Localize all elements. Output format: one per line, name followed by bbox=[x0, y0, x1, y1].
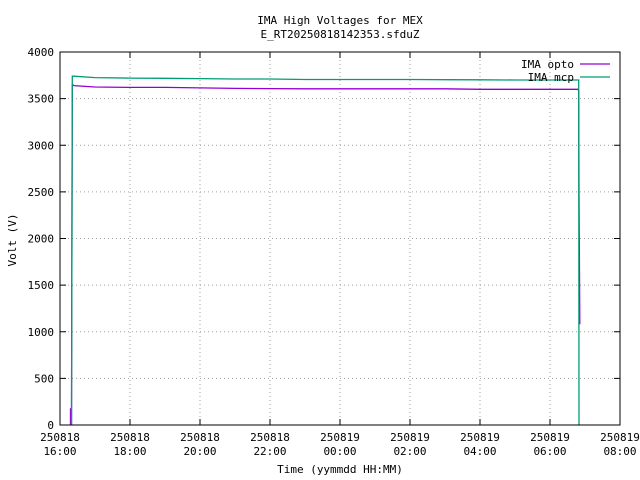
x-tick-date-label: 250818 bbox=[250, 431, 290, 444]
x-tick-time-label: 22:00 bbox=[253, 445, 286, 458]
x-tick-time-label: 08:00 bbox=[603, 445, 636, 458]
x-tick-date-label: 250818 bbox=[110, 431, 150, 444]
y-tick-label: 500 bbox=[34, 372, 54, 385]
y-tick-label: 3000 bbox=[28, 139, 55, 152]
series-line-ima-mcp bbox=[70, 75, 580, 426]
x-tick-date-label: 250819 bbox=[390, 431, 430, 444]
x-tick-date-label: 250818 bbox=[40, 431, 80, 444]
x-tick-time-label: 18:00 bbox=[113, 445, 146, 458]
x-tick-time-label: 20:00 bbox=[183, 445, 216, 458]
x-tick-time-label: 06:00 bbox=[533, 445, 566, 458]
y-tick-label: 3500 bbox=[28, 93, 55, 106]
x-tick-date-label: 250819 bbox=[530, 431, 570, 444]
x-tick-date-label: 250818 bbox=[180, 431, 220, 444]
y-tick-label: 2500 bbox=[28, 186, 55, 199]
legend-label: IMA opto bbox=[521, 58, 574, 71]
x-tick-date-label: 250819 bbox=[460, 431, 500, 444]
x-tick-date-label: 250819 bbox=[600, 431, 640, 444]
x-tick-date-label: 250819 bbox=[320, 431, 360, 444]
y-tick-label: 1500 bbox=[28, 279, 55, 292]
grid bbox=[60, 52, 620, 425]
series-lines bbox=[69, 75, 581, 426]
x-tick-time-label: 04:00 bbox=[463, 445, 496, 458]
y-tick-label: 4000 bbox=[28, 46, 55, 59]
series-line-ima-opto bbox=[69, 83, 581, 426]
y-tick-label: 2000 bbox=[28, 233, 55, 246]
legend-label: IMA mcp bbox=[528, 71, 574, 84]
chart-title: IMA High Voltages for MEX bbox=[257, 14, 423, 27]
axis-ticks: 0500100015002000250030003500400025081816… bbox=[28, 46, 640, 458]
x-tick-time-label: 00:00 bbox=[323, 445, 356, 458]
x-tick-time-label: 16:00 bbox=[43, 445, 76, 458]
x-axis-label: Time (yymmdd HH:MM) bbox=[277, 463, 403, 476]
y-tick-label: 0 bbox=[47, 419, 54, 432]
chart-subtitle: E_RT20250818142353.sfduZ bbox=[261, 28, 420, 41]
plot-frame bbox=[59, 51, 621, 426]
y-tick-label: 1000 bbox=[28, 326, 55, 339]
x-tick-time-label: 02:00 bbox=[393, 445, 426, 458]
y-axis-label: Volt (V) bbox=[6, 214, 19, 267]
